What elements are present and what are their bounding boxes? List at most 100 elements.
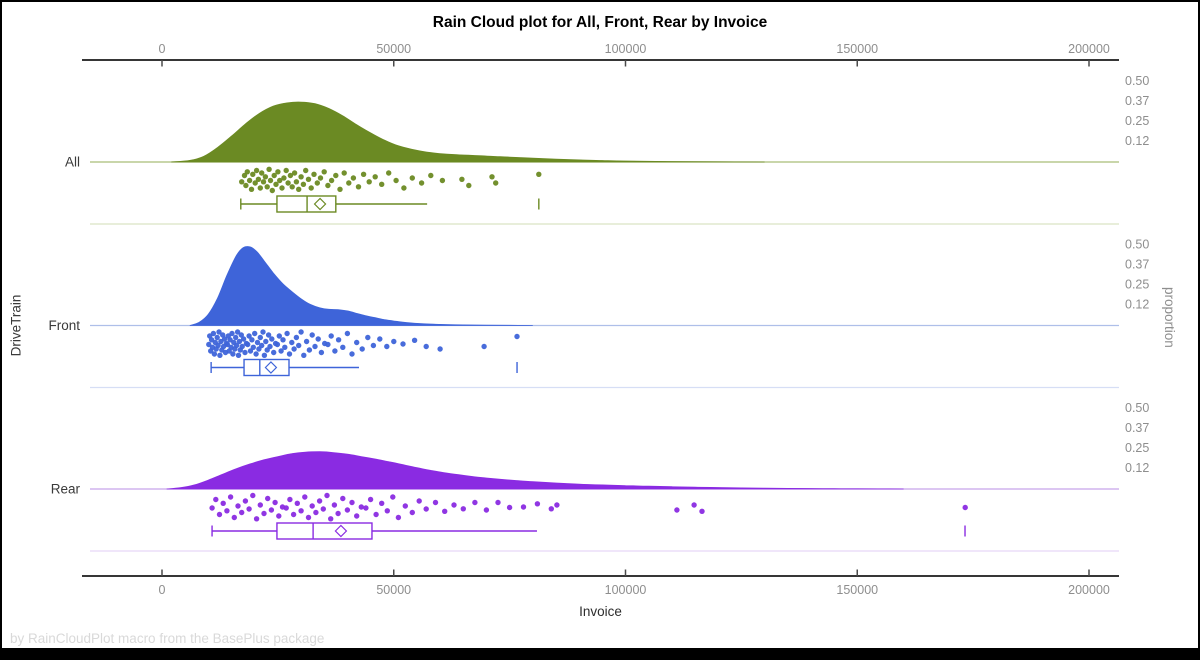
top-axis-tick-label: 150000 xyxy=(836,42,878,56)
scatter-point xyxy=(249,337,255,343)
scatter-point xyxy=(253,516,260,522)
proportion-tick-label: 0.37 xyxy=(1125,258,1149,272)
scatter-point xyxy=(472,499,478,506)
proportion-tick-label: 0.12 xyxy=(1125,461,1149,475)
scatter-point xyxy=(220,500,226,506)
scatter-point xyxy=(554,502,560,508)
scatter-point xyxy=(328,516,334,522)
scatter-point xyxy=(271,172,277,179)
scatter-point xyxy=(246,506,252,512)
scatter-point xyxy=(309,503,315,509)
scatter-point xyxy=(241,172,248,179)
scatter-point xyxy=(265,495,271,502)
scatter-point xyxy=(261,352,268,358)
category-label-front: Front xyxy=(48,318,80,333)
proportion-tick-label: 0.25 xyxy=(1125,441,1149,455)
scatter-point xyxy=(303,167,309,174)
scatter-point xyxy=(290,511,297,518)
scatter-point xyxy=(282,344,288,350)
density-curve-all xyxy=(171,101,765,163)
scatter-point xyxy=(276,513,282,519)
scatter-point xyxy=(269,336,275,342)
scatter-point xyxy=(325,341,331,348)
scatter-point xyxy=(231,514,237,521)
scatter-point xyxy=(311,171,317,177)
scatter-point xyxy=(238,332,244,338)
bottom-axis-tick-label: 150000 xyxy=(836,583,878,597)
scatter-point xyxy=(255,176,262,182)
scatter-point xyxy=(274,341,281,348)
scatter-point xyxy=(291,170,298,176)
scatter-point xyxy=(337,186,343,192)
bottom-axis-tick-label: 100000 xyxy=(605,583,647,597)
scatter-point xyxy=(355,184,362,190)
scatter-point xyxy=(350,175,357,181)
scatter-point xyxy=(359,346,365,352)
scatter-point xyxy=(253,167,260,174)
scatter-point xyxy=(294,500,300,506)
x-axis-title: Invoice xyxy=(579,604,622,619)
scatter-point xyxy=(259,170,265,176)
scatter-point xyxy=(314,180,320,186)
scatter-point xyxy=(439,177,446,184)
chart-title: Rain Cloud plot for All, Front, Rear by … xyxy=(432,14,768,31)
scatter-point xyxy=(283,505,289,511)
scatter-point xyxy=(317,175,324,181)
scatter-point xyxy=(206,341,212,348)
scatter-point xyxy=(363,505,369,511)
scatter-point xyxy=(229,330,235,337)
scatter-point xyxy=(208,337,215,343)
scatter-point xyxy=(260,179,267,185)
scatter-point xyxy=(360,171,367,177)
scatter-point xyxy=(211,351,218,357)
scatter-point xyxy=(346,180,352,186)
top-axis-tick-label: 50000 xyxy=(376,42,411,56)
scatter-point xyxy=(210,330,217,337)
scatter-point xyxy=(286,351,293,357)
scatter-point xyxy=(259,342,265,349)
scatter-point xyxy=(233,334,239,341)
scatter-point xyxy=(234,329,241,335)
top-axis-tick-label: 200000 xyxy=(1068,42,1110,56)
scatter-point xyxy=(285,180,291,186)
scatter-point xyxy=(428,172,434,179)
scatter-point xyxy=(312,343,318,350)
scatter-point xyxy=(300,181,307,187)
scatter-point xyxy=(267,343,273,350)
scatter-point xyxy=(305,176,312,182)
scatter-point xyxy=(227,494,234,500)
scatter-point xyxy=(309,332,315,338)
scatter-point xyxy=(391,338,397,345)
scatter-point xyxy=(418,180,425,186)
scatter-point xyxy=(495,499,501,506)
category-label-all: All xyxy=(65,155,80,170)
scatter-point xyxy=(257,334,263,341)
scatter-point xyxy=(328,333,334,339)
scatter-point xyxy=(432,499,439,506)
scatter-point xyxy=(344,507,351,513)
scatter-point xyxy=(423,343,429,350)
scatter-point xyxy=(271,349,277,356)
scatter-point xyxy=(320,506,326,512)
scatter-point xyxy=(341,170,347,176)
bottom-axis-tick-label: 0 xyxy=(159,583,166,597)
scatter-point xyxy=(215,342,221,349)
scatter-point xyxy=(250,344,256,350)
scatter-point xyxy=(289,339,295,346)
scatter-point xyxy=(273,181,279,187)
mean-diamond xyxy=(264,361,278,374)
scatter-point xyxy=(372,174,378,180)
scatter-point xyxy=(340,344,346,350)
scatter-point xyxy=(293,179,300,185)
scatter-point xyxy=(324,492,330,499)
scatter-point xyxy=(239,509,245,516)
scatter-point xyxy=(390,494,396,500)
scatter-point xyxy=(245,341,251,348)
scatter-point xyxy=(243,182,249,189)
scatter-point xyxy=(466,182,472,189)
scatter-point xyxy=(367,496,374,503)
scatter-point xyxy=(257,185,263,191)
scatter-point xyxy=(384,508,390,514)
scatter-point xyxy=(278,348,284,354)
